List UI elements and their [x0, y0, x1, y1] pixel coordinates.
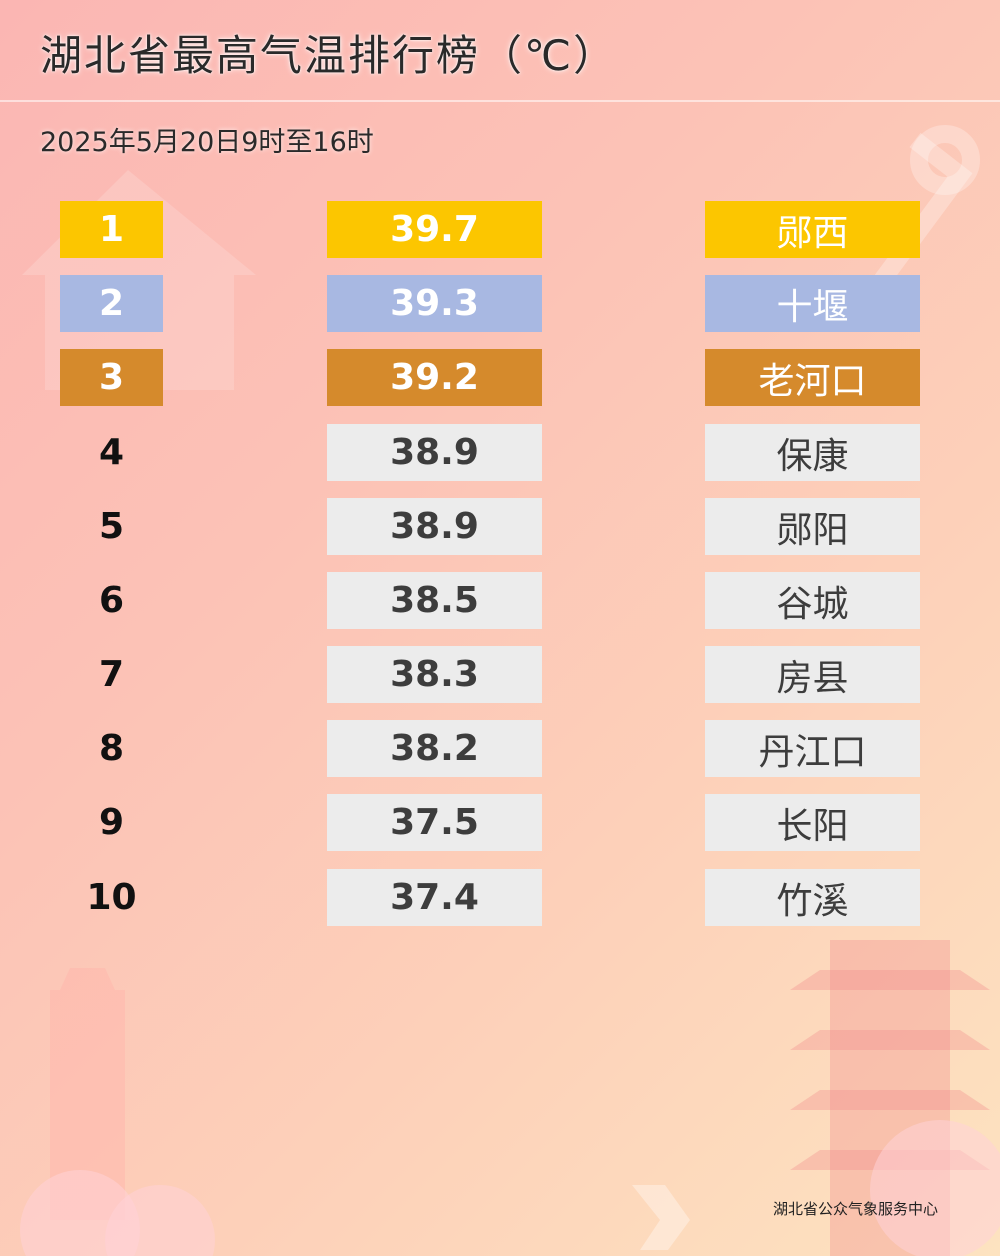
building-icon — [50, 968, 125, 1220]
station-cell: 房县 — [705, 646, 920, 703]
value-cell: 39.3 — [327, 275, 542, 332]
value-cell: 37.4 — [327, 869, 542, 926]
value-cell: 38.9 — [327, 498, 542, 555]
watermark-logo — [632, 1185, 690, 1250]
station-cell: 保康 — [705, 424, 920, 481]
value-cell: 38.9 — [327, 424, 542, 481]
rank-cell: 5 — [98, 506, 125, 547]
value-cell: 37.5 — [327, 794, 542, 851]
footer-source: 湖北省公众气象服务中心 — [773, 1200, 939, 1218]
rank-cell: 10 — [86, 877, 137, 918]
divider — [0, 100, 1000, 102]
rank-cell: 9 — [98, 802, 125, 843]
station-cell: 郧阳 — [705, 498, 920, 555]
value-cell: 38.2 — [327, 720, 542, 777]
station-cell: 谷城 — [705, 572, 920, 629]
station-cell: 老河口 — [705, 349, 920, 406]
page-subtitle: 2025年5月20日9时至16时 — [40, 127, 374, 158]
value-cell: 39.2 — [327, 349, 542, 406]
cloud-icon — [20, 1120, 1000, 1256]
value-cell: 38.3 — [327, 646, 542, 703]
value-cell: 38.5 — [327, 572, 542, 629]
rank-cell: 8 — [98, 728, 125, 769]
rank-cell: 4 — [98, 432, 125, 473]
value-cell: 39.7 — [327, 201, 542, 258]
rank-cell: 1 — [60, 201, 163, 258]
station-cell: 长阳 — [705, 794, 920, 851]
rank-cell: 2 — [60, 275, 163, 332]
station-cell: 郧西 — [705, 201, 920, 258]
rank-cell: 6 — [98, 580, 125, 621]
rank-cell: 7 — [98, 654, 125, 695]
rank-cell: 3 — [60, 349, 163, 406]
station-cell: 十堰 — [705, 275, 920, 332]
station-cell: 竹溪 — [705, 869, 920, 926]
page-title: 湖北省最高气温排行榜（℃） — [40, 31, 618, 80]
station-cell: 丹江口 — [705, 720, 920, 777]
